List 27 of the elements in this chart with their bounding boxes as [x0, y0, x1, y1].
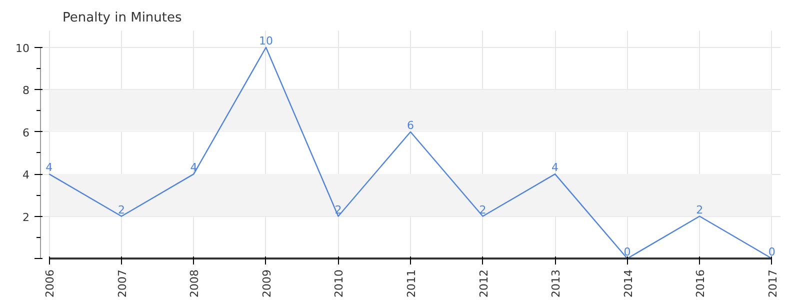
y-tick-label: 2	[22, 210, 30, 224]
y-tick-label: 10	[16, 42, 30, 55]
data-label: 4	[190, 161, 198, 174]
data-label: 2	[696, 203, 704, 216]
y-tick-label: 6	[22, 126, 30, 140]
x-tick-label: 2006	[44, 269, 57, 298]
y-tick-label: 4	[22, 168, 30, 182]
x-tick-label: 2010	[332, 269, 346, 298]
y-axis-title: Penalty in Minutes	[62, 10, 182, 26]
data-label: 10	[258, 34, 273, 48]
data-label: 0	[768, 246, 776, 258]
data-label: 6	[407, 118, 414, 132]
x-tick-label: 2012	[477, 269, 490, 298]
x-tick-label: 2011	[405, 269, 418, 298]
data-label: 4	[46, 161, 53, 174]
data-label: 4	[552, 161, 559, 174]
x-tick-label: 2017	[766, 269, 780, 298]
x-tick-label: 2008	[188, 269, 202, 298]
data-label: 0	[624, 246, 631, 258]
y-tick-label: 8	[22, 84, 30, 98]
data-label: 2	[118, 203, 125, 216]
data-label: 2	[479, 203, 486, 216]
x-tick-label: 2009	[260, 269, 274, 298]
x-tick-label: 2014	[622, 269, 635, 298]
x-tick-label: 2013	[550, 269, 563, 298]
x-tick-label: 2007	[116, 269, 129, 298]
x-tick-label: 2016	[694, 269, 708, 298]
